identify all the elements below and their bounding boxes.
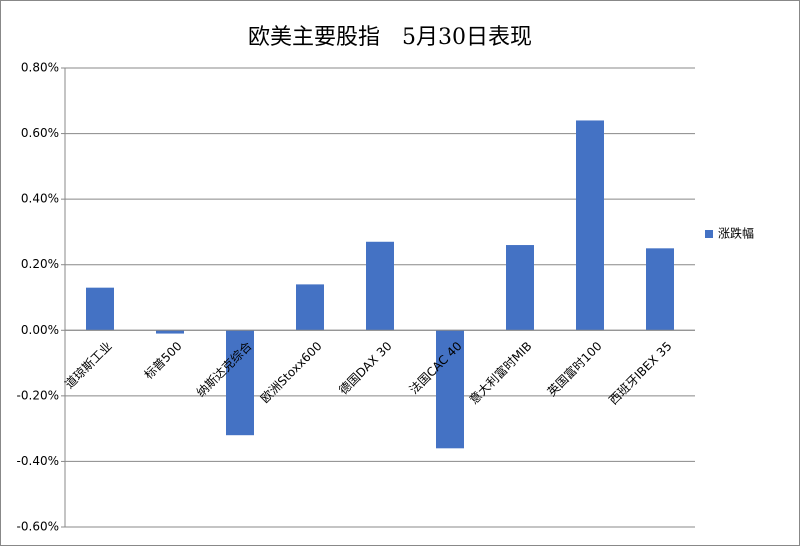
bar [366, 241, 394, 331]
bar [436, 330, 464, 449]
y-tick-label: -0.60% [17, 520, 59, 534]
y-tick-label: -0.20% [17, 388, 59, 402]
chart-title: 欧美主要股指 5月30日表现 [248, 25, 532, 50]
bar [576, 120, 604, 331]
y-tick-label: 0.80% [21, 61, 59, 75]
bar [156, 330, 184, 334]
bar [506, 245, 534, 331]
bar [296, 284, 324, 331]
y-tick-label: 0.20% [21, 257, 59, 271]
y-tick-label: 0.00% [21, 323, 59, 337]
bar [646, 248, 674, 331]
y-tick-label: 0.60% [21, 126, 59, 140]
y-tick-label: 0.40% [21, 192, 59, 206]
y-tick-label: -0.40% [17, 454, 59, 468]
bar [226, 330, 254, 436]
legend-label: 涨跌幅 [718, 226, 754, 241]
legend-swatch [705, 230, 713, 238]
bar [86, 287, 114, 331]
